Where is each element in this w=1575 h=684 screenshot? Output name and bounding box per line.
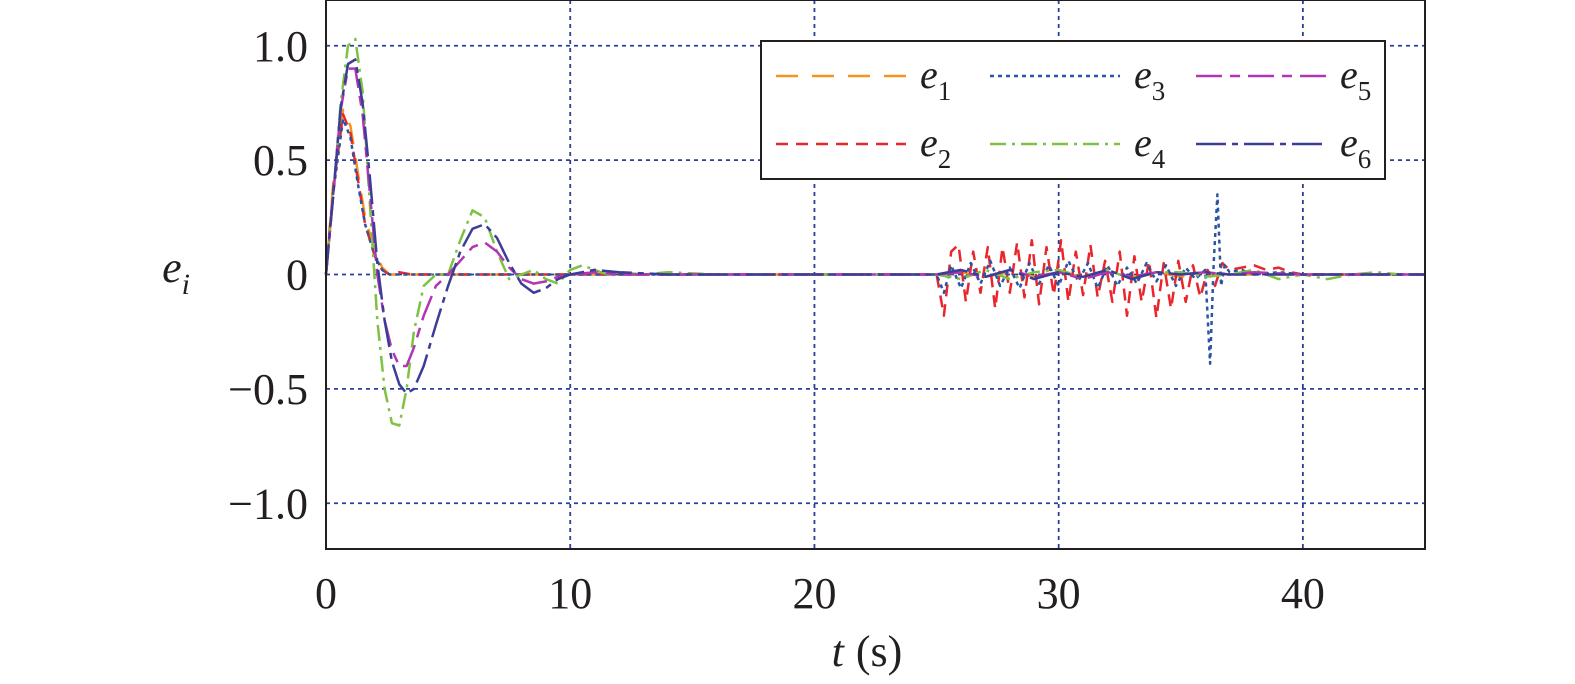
y-tick-label: 1.0 xyxy=(253,22,308,71)
legend-label-subscript: 3 xyxy=(1152,76,1166,106)
legend-label-variable: e xyxy=(1340,120,1358,165)
x-tick-label: 0 xyxy=(315,569,337,618)
x-tick-label: 30 xyxy=(1037,569,1081,618)
legend-box xyxy=(760,40,1386,180)
series-line-e5 xyxy=(324,67,1425,368)
legend-label-e2: e2 xyxy=(920,120,951,174)
x-axis-unit: (s) xyxy=(856,627,902,676)
legend-label-subscript: 2 xyxy=(938,144,952,174)
legend-label-e4: e4 xyxy=(1134,120,1166,174)
series-lines xyxy=(324,37,1425,427)
legend-label-e1: e1 xyxy=(920,52,951,106)
series-line-e6 xyxy=(324,58,1425,395)
y-tick-label: 0 xyxy=(286,251,308,300)
y-axis-title: ei xyxy=(162,243,190,301)
legend-label-subscript: 5 xyxy=(1358,76,1372,106)
y-tick-label: −0.5 xyxy=(228,365,308,414)
y-axis-subscript: i xyxy=(182,268,190,301)
y-tick-label: −1.0 xyxy=(228,479,308,528)
legend-label-variable: e xyxy=(920,52,938,97)
legend-label-e5: e5 xyxy=(1340,52,1371,106)
x-axis-variable: t xyxy=(832,627,846,676)
legend-label-subscript: 6 xyxy=(1358,144,1372,174)
axis-ticks: 0 10 20 30 40 1.0 0.5 0 −0.5 −1.0 xyxy=(228,22,1325,618)
legend-label-e6: e6 xyxy=(1340,120,1371,174)
legend-label-variable: e xyxy=(1340,52,1358,97)
x-tick-label: 10 xyxy=(548,569,592,618)
series-line-e3 xyxy=(324,117,1425,365)
legend-label-variable: e xyxy=(1134,120,1152,165)
legend-label-subscript: 1 xyxy=(938,76,952,106)
y-axis-variable: e xyxy=(162,243,182,292)
x-tick-label: 20 xyxy=(792,569,836,618)
x-axis-title: t (s) xyxy=(832,627,903,676)
x-tick-label: 40 xyxy=(1281,569,1325,618)
legend-label-subscript: 4 xyxy=(1152,144,1166,174)
series-line-e4 xyxy=(324,37,1425,427)
legend-label-variable: e xyxy=(920,120,938,165)
plot-frame xyxy=(325,0,1426,550)
y-tick-label: 0.5 xyxy=(253,136,308,185)
legend-label-variable: e xyxy=(1134,52,1152,97)
legend-label-e3: e3 xyxy=(1134,52,1165,106)
